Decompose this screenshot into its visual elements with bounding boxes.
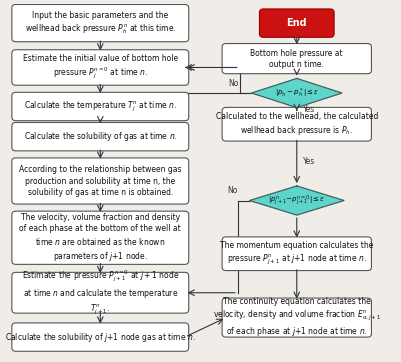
Text: Calculate the solubility of gas at time $n$.: Calculate the solubility of gas at time … [24,130,177,143]
FancyBboxPatch shape [12,122,189,151]
Text: According to the relationship between gas
production and solubility at time n, t: According to the relationship between ga… [19,165,182,197]
FancyBboxPatch shape [222,108,371,141]
FancyBboxPatch shape [222,43,371,74]
FancyBboxPatch shape [259,9,334,37]
FancyBboxPatch shape [12,211,189,264]
Text: The velocity, volume fraction and density
of each phase at the bottom of the wel: The velocity, volume fraction and densit… [19,213,181,262]
Text: No: No [229,79,239,88]
FancyBboxPatch shape [12,158,189,204]
Text: Calculate the solubility of $j$+$1$ node gas at time $n$.: Calculate the solubility of $j$+$1$ node… [5,331,196,344]
Text: $|p_{j+1}^n\!-\!p_{j+1}^{n=0}|\leq\varepsilon$: $|p_{j+1}^n\!-\!p_{j+1}^{n=0}|\leq\varep… [268,193,326,208]
Text: The continuity equation calculates the
velocity, density and volume fraction $E_: The continuity equation calculates the v… [213,297,381,338]
Text: Calculated to the wellhead, the calculated
wellhead back pressure is $P_h$.: Calculated to the wellhead, the calculat… [216,112,378,136]
Text: Estimate the pressure $P_{j+1}^{n=0}$ at $j + 1$ node
at time $n$ and calculate : Estimate the pressure $P_{j+1}^{n=0}$ at… [22,269,179,317]
Text: Input the basic parameters and the
wellhead back pressure $P_h^{n}$ at this time: Input the basic parameters and the wellh… [24,10,176,36]
Text: $|p_h-p_h^*|\leq\varepsilon$: $|p_h-p_h^*|\leq\varepsilon$ [275,87,319,100]
Polygon shape [251,79,342,108]
FancyBboxPatch shape [12,272,189,313]
Text: The momentum equation calculates the
pressure $P_{j+1}^n$ at $j$+$1$ node at tim: The momentum equation calculates the pre… [220,241,373,266]
Polygon shape [249,186,344,215]
FancyBboxPatch shape [12,4,189,42]
FancyBboxPatch shape [222,298,371,337]
FancyBboxPatch shape [12,50,189,85]
Text: Bottom hole pressure at
output n time.: Bottom hole pressure at output n time. [251,49,343,69]
Text: Yes: Yes [303,157,315,166]
Text: No: No [227,186,237,195]
Text: Estimate the initial value of bottom hole
pressure $P_j^{n=0}$ at time $n$.: Estimate the initial value of bottom hol… [23,54,178,81]
FancyBboxPatch shape [12,92,189,121]
Text: Yes: Yes [303,105,315,114]
Text: Calculate the temperature $T_j^n$ at time $n$.: Calculate the temperature $T_j^n$ at tim… [24,100,177,114]
FancyBboxPatch shape [12,323,189,351]
FancyBboxPatch shape [222,237,371,270]
Text: End: End [286,18,307,28]
